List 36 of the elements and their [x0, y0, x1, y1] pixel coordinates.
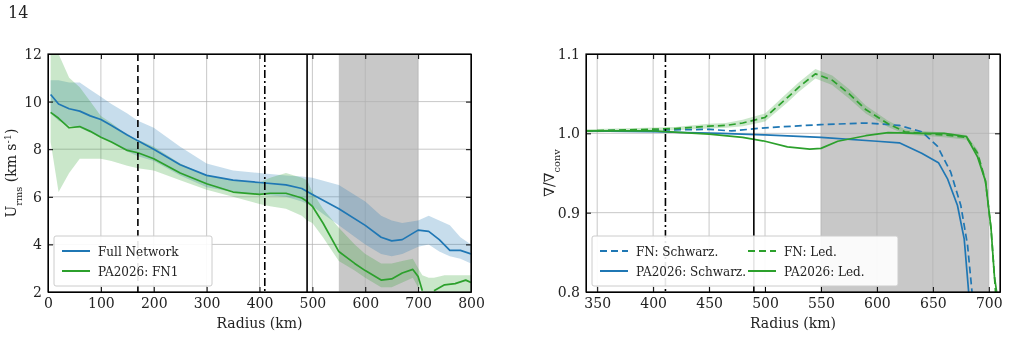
y-tick-label: 8 — [33, 141, 42, 158]
y-tick-label: 10 — [24, 93, 42, 110]
y-tick-label: 12 — [24, 45, 42, 62]
y-tick-label: 4 — [33, 236, 43, 253]
y-tick-label: 0.8 — [557, 283, 580, 300]
legend-label: PA2026: Led. — [784, 265, 865, 279]
x-tick-label: 350 — [584, 294, 612, 311]
y-tick-label: 2 — [33, 283, 42, 300]
x-axis-title: Radius (km) — [216, 315, 303, 331]
y-tick-label: 1.0 — [557, 125, 580, 142]
x-axis-title: Radius (km) — [750, 315, 836, 331]
x-tick-label: 700 — [975, 294, 1003, 311]
legend-label: PA2026: Schwarz. — [636, 265, 747, 279]
legend-label: PA2026: FN1 — [98, 265, 179, 279]
x-tick-label: 100 — [88, 294, 115, 311]
legend-label: FN: Schwarz. — [636, 245, 719, 259]
y-tick-label: 0.9 — [557, 204, 580, 221]
legend-label: FN: Led. — [784, 245, 837, 259]
x-tick-label: 550 — [808, 294, 835, 311]
x-tick-label: 600 — [864, 294, 891, 311]
x-tick-label: 800 — [458, 294, 485, 311]
y-tick-label: 6 — [33, 188, 43, 205]
x-tick-label: 650 — [920, 294, 947, 311]
x-tick-label: 500 — [299, 294, 327, 311]
x-tick-label: 400 — [640, 294, 667, 311]
x-tick-label: 500 — [752, 294, 779, 311]
x-tick-label: 200 — [140, 294, 168, 311]
x-tick-label: 600 — [352, 294, 380, 311]
y-tick-label: 1.1 — [557, 45, 580, 62]
legend-label: Full Network — [98, 245, 180, 259]
x-tick-label: 700 — [405, 294, 432, 311]
x-tick-label: 300 — [193, 294, 221, 311]
text: 14 — [8, 3, 29, 22]
x-tick-label: 450 — [696, 294, 723, 311]
x-tick-label: 0 — [44, 294, 53, 311]
x-tick-label: 400 — [246, 294, 274, 311]
